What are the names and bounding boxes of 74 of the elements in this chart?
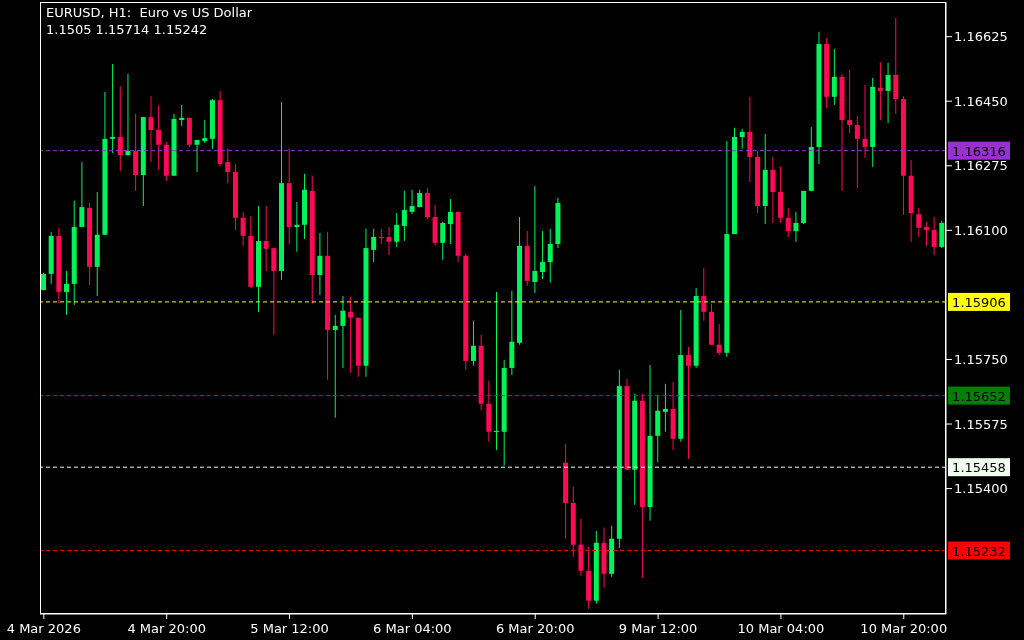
candlestick <box>440 221 446 261</box>
y-tick-label: 1.16450 <box>954 93 1008 109</box>
candlestick <box>79 161 85 228</box>
candlestick <box>532 185 538 294</box>
candlestick <box>401 190 407 242</box>
candlestick <box>240 211 246 247</box>
candlestick <box>110 63 116 154</box>
text: 1.1505 1.15714 1.15242 <box>46 21 209 38</box>
y-tick-label: 1.15750 <box>954 352 1008 368</box>
candlestick <box>831 48 837 106</box>
x-tick-label: 5 Mar 12:00 <box>250 621 329 636</box>
candlestick <box>885 62 891 124</box>
candlestick <box>939 220 945 249</box>
candlestick <box>685 346 691 460</box>
candlestick <box>125 73 131 157</box>
candlestick <box>386 226 392 256</box>
candlestick <box>271 247 277 336</box>
candlestick <box>540 230 546 280</box>
candlestick <box>447 198 453 245</box>
candlestick <box>179 104 185 127</box>
y-tick-label: 1.16275 <box>954 158 1008 174</box>
candlestick <box>470 320 476 367</box>
x-tick-label: 6 Mar 04:00 <box>373 621 452 636</box>
candlestick <box>877 61 883 121</box>
candlestick <box>716 323 722 356</box>
candlestick <box>547 228 553 284</box>
candlestick <box>893 17 899 115</box>
y-tick-label: 1.15400 <box>954 481 1008 497</box>
candlestick <box>424 187 430 220</box>
ref-line-label: 1.15906 <box>952 294 1006 310</box>
candlestick <box>854 115 860 189</box>
candlestick <box>916 207 922 238</box>
x-tick-label: 4 Mar 2026 <box>6 621 81 636</box>
candlestick <box>117 85 123 172</box>
candlestick <box>931 216 937 256</box>
candlestick <box>348 296 354 374</box>
candlestick <box>340 295 346 369</box>
candlestick <box>317 232 323 296</box>
candlestick <box>494 291 499 451</box>
ref-line-label: 1.15232 <box>952 543 1006 559</box>
ref-line-label: 1.15458 <box>952 460 1006 476</box>
candlestick <box>770 156 776 224</box>
x-tick-label: 10 Mar 20:00 <box>860 621 948 636</box>
candlestick <box>194 139 200 173</box>
candlestick <box>64 270 70 316</box>
x-tick-label: 4 Mar 20:00 <box>127 621 206 636</box>
candlestick <box>409 189 415 215</box>
candlestick <box>148 95 154 163</box>
candlestick <box>785 207 791 238</box>
candlestick <box>739 128 745 150</box>
candlestick <box>263 205 269 272</box>
x-tick-label: 6 Mar 20:00 <box>495 621 575 636</box>
candlestick <box>662 383 668 433</box>
candlestick <box>371 228 377 263</box>
candlestick <box>793 211 799 243</box>
chart-title: EURUSD, H1: Euro vs US Dollar <box>46 4 253 21</box>
candlestick <box>701 267 707 322</box>
candlestick <box>332 314 338 419</box>
y-tick-label: 1.16625 <box>954 29 1008 45</box>
candlestick <box>156 104 162 171</box>
candlestick <box>294 201 300 253</box>
candlestick <box>862 84 868 159</box>
ref-line-label: 1.16316 <box>952 143 1006 159</box>
candlestick <box>847 69 853 134</box>
x-tick-label: 10 Mar 04:00 <box>737 621 825 636</box>
candlestick <box>133 113 139 192</box>
y-tick-label: 1.16100 <box>954 222 1008 238</box>
candlestick <box>202 119 208 144</box>
candlestick <box>394 212 400 248</box>
y-tick-label: 1.15575 <box>954 416 1008 432</box>
x-tick-label: 9 Mar 12:00 <box>618 621 698 636</box>
candlestick <box>923 221 929 247</box>
ref-line-label: 1.15652 <box>952 388 1006 404</box>
candlestick <box>225 148 231 184</box>
